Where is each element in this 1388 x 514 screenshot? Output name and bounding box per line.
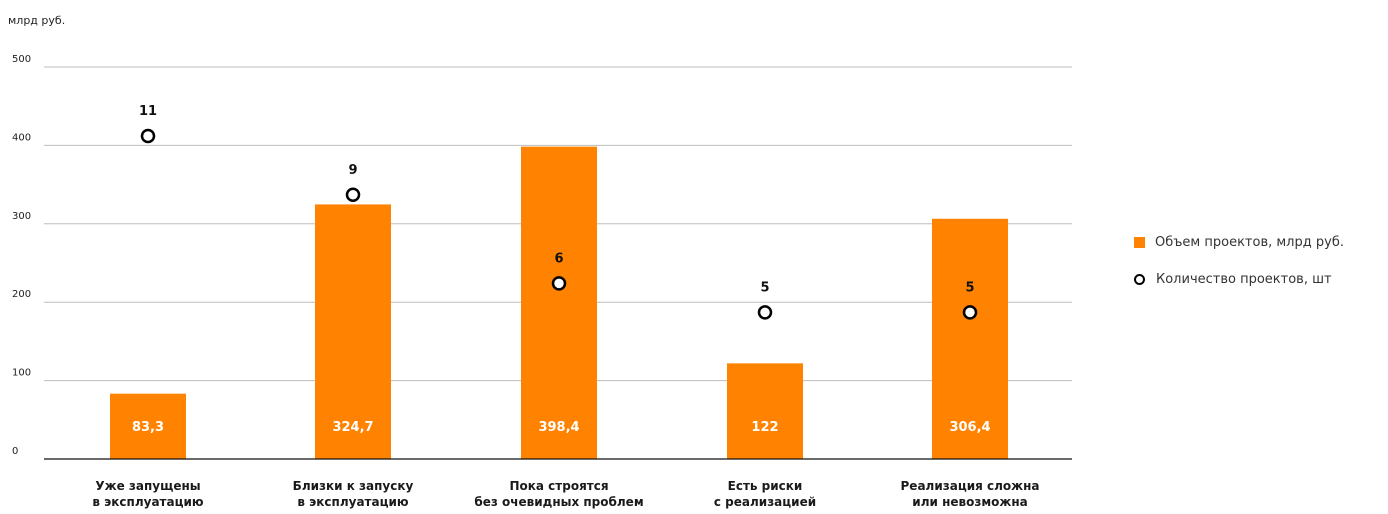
bar-value-label: 306,4: [949, 420, 990, 435]
count-point[interactable]: [140, 128, 156, 144]
y-tick-label: 0: [12, 446, 18, 457]
legend-item-count[interactable]: Количество проектов, шт: [1134, 269, 1344, 289]
bar[interactable]: [932, 218, 1008, 459]
legend-point-swatch: [1134, 273, 1145, 285]
bar-value-label: 122: [751, 420, 778, 435]
count-point-label: 6: [554, 251, 563, 266]
bar[interactable]: [521, 146, 597, 459]
count-point-label: 9: [348, 163, 357, 178]
legend-bar-swatch: [1134, 236, 1145, 248]
count-point-label: 5: [760, 280, 769, 295]
legend: Объем проектов, млрд руб. Количество про…: [1134, 232, 1344, 306]
count-point[interactable]: [757, 305, 773, 320]
x-category-label: без очевидных проблем: [474, 495, 643, 509]
bar[interactable]: [110, 393, 186, 459]
x-category-label: в эксплуатацию: [297, 495, 408, 509]
x-category-label: Пока строятся: [509, 479, 608, 493]
legend-label-volume: Объем проектов, млрд руб.: [1155, 234, 1344, 250]
bar-value-label: 83,3: [132, 420, 164, 435]
count-point[interactable]: [962, 305, 978, 320]
bar-value-label: 398,4: [538, 420, 579, 435]
y-tick-label: 100: [12, 368, 31, 379]
legend-label-count: Количество проектов, шт: [1156, 271, 1332, 287]
legend-item-volume[interactable]: Объем проектов, млрд руб.: [1134, 232, 1344, 252]
y-tick-label: 400: [12, 132, 31, 143]
x-category-label: или невозможна: [912, 495, 1027, 509]
x-category-label: с реализацией: [714, 495, 816, 509]
y-unit-label: млрд руб.: [8, 14, 66, 27]
x-category-label: Реализация сложна: [901, 479, 1040, 493]
count-point[interactable]: [345, 187, 361, 203]
count-point[interactable]: [551, 276, 567, 291]
bar[interactable]: [315, 204, 391, 459]
count-point-label: 11: [139, 104, 157, 119]
y-tick-label: 300: [12, 211, 31, 222]
x-category-label: в эксплуатацию: [92, 495, 203, 509]
y-tick-label: 500: [12, 54, 31, 65]
count-point-label: 5: [965, 280, 974, 295]
bar[interactable]: [727, 363, 803, 459]
y-tick-label: 200: [12, 289, 31, 300]
x-category-label: Близки к запуску: [293, 479, 414, 493]
bar-value-label: 324,7: [332, 420, 373, 435]
x-category-label: Уже запущены: [95, 479, 200, 493]
x-category-label: Есть риски: [728, 479, 803, 493]
